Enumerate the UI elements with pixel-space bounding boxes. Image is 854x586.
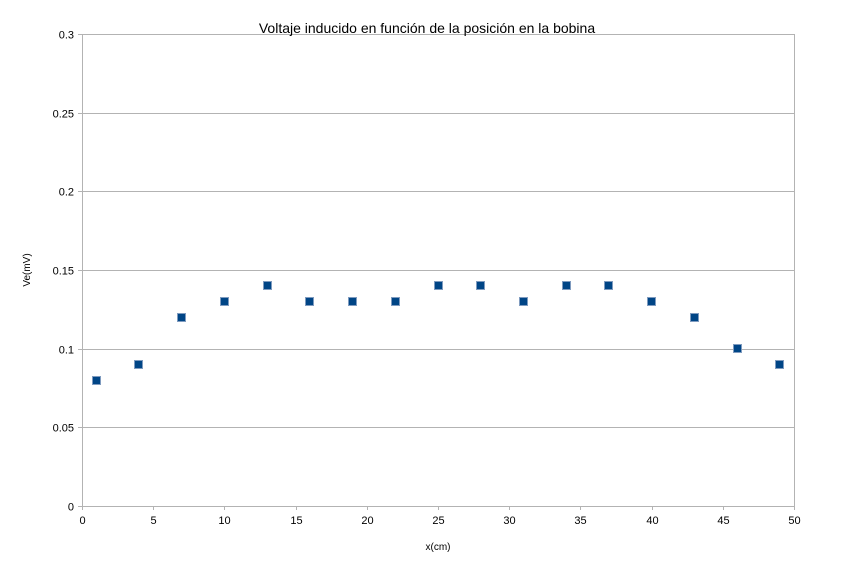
x-tick-label: 25 [432,515,444,527]
y-axis-label: Ve(mV) [22,253,33,286]
data-point [690,313,699,322]
x-tick-label: 45 [717,515,729,527]
y-tick-label: 0.1 [59,345,74,357]
data-point [434,281,443,290]
y-tick-label: 0 [68,502,74,514]
data-point [177,313,186,322]
data-point [391,297,400,306]
data-point [220,297,229,306]
x-axis-label: x(cm) [426,542,451,553]
y-tick-label: 0.25 [53,109,74,121]
chart-title: Voltaje inducido en función de la posici… [259,20,595,36]
data-point [476,281,485,290]
y-tick-labels: 0 0.05 0.1 0.15 0.2 0.25 0.3 [53,30,74,514]
axes [82,34,794,507]
data-point [263,281,272,290]
data-point [305,297,314,306]
x-tick-label: 50 [788,515,800,527]
gridlines [78,34,795,510]
x-tick-label: 35 [574,515,586,527]
data-points [92,281,784,385]
data-point [647,297,656,306]
data-point [562,281,571,290]
data-point [348,297,357,306]
y-tick-label: 0.05 [53,423,74,435]
data-point [519,297,528,306]
data-point [92,376,101,385]
x-tick-label: 40 [646,515,658,527]
x-tick-label: 5 [150,515,156,527]
data-point [134,360,143,369]
data-point [604,281,613,290]
x-tick-label: 10 [218,515,230,527]
x-tick-label: 0 [79,515,85,527]
data-point [775,360,784,369]
x-tick-label: 30 [503,515,515,527]
x-tick-label: 15 [290,515,302,527]
y-tick-label: 0.3 [59,30,74,42]
x-tick-labels: 0 5 10 15 20 25 30 35 40 45 50 [79,515,800,527]
x-tick-label: 20 [361,515,373,527]
y-tick-label: 0.2 [59,187,74,199]
data-point [733,344,742,353]
y-tick-label: 0.15 [53,266,74,278]
